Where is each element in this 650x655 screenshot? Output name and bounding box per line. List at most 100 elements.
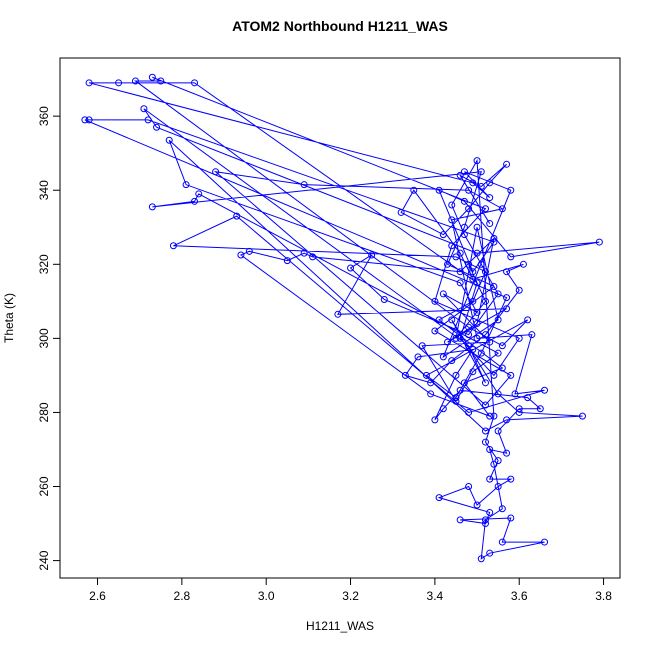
data-point: [473, 249, 481, 257]
data-point: [507, 186, 515, 194]
data-point: [195, 190, 203, 198]
data-point: [477, 183, 485, 191]
data-point: [452, 397, 460, 405]
data-point: [477, 555, 485, 563]
data-point: [465, 408, 473, 416]
data-point: [486, 179, 494, 187]
data-point: [507, 253, 515, 261]
data-point: [498, 364, 506, 372]
data-point: [300, 181, 308, 189]
data-point: [503, 294, 511, 302]
data-point: [503, 160, 511, 168]
data-point: [486, 412, 494, 420]
data-point: [469, 345, 477, 353]
y-tick-label: 340: [37, 180, 51, 200]
data-point: [498, 342, 506, 350]
data-point: [481, 331, 489, 339]
data-point: [469, 368, 477, 376]
data-point: [334, 310, 342, 318]
data-point: [439, 231, 447, 239]
data-point: [473, 157, 481, 165]
data-point: [456, 268, 464, 276]
data-point: [410, 186, 418, 194]
data-point: [460, 379, 468, 387]
data-point: [414, 353, 422, 361]
data-point: [140, 105, 148, 113]
data-point: [439, 405, 447, 413]
data-point: [486, 338, 494, 346]
data-point: [469, 297, 477, 305]
data-point: [490, 371, 498, 379]
data-point: [309, 253, 317, 261]
data-point: [460, 197, 468, 205]
data-point: [460, 168, 468, 176]
data-point: [494, 457, 502, 465]
data-point: [536, 405, 544, 413]
x-tick-label: 3.2: [342, 589, 359, 603]
data-point: [494, 483, 502, 491]
data-point: [498, 205, 506, 213]
data-point: [452, 394, 460, 402]
data-point: [115, 79, 123, 87]
data-point: [490, 412, 498, 420]
data-point: [237, 251, 245, 259]
data-point: [481, 205, 489, 213]
data-point: [148, 203, 156, 211]
data-point: [191, 79, 199, 87]
data-point: [541, 538, 549, 546]
data-point: [182, 181, 190, 189]
x-axis-label: H1211_WAS: [306, 619, 374, 633]
data-point: [456, 516, 464, 524]
data-point: [494, 290, 502, 298]
data-point: [85, 79, 93, 87]
data-point: [460, 231, 468, 239]
data-point: [283, 257, 291, 265]
data-point: [524, 316, 532, 324]
data-point: [431, 327, 439, 335]
data-point: [515, 334, 523, 342]
y-axis-label: Theta (K): [2, 293, 16, 343]
data-point: [431, 297, 439, 305]
data-point: [481, 401, 489, 409]
data-point: [448, 357, 456, 365]
data-point: [427, 379, 435, 387]
data-point: [469, 275, 477, 283]
data-point: [490, 234, 498, 242]
data-point: [477, 349, 485, 357]
data-point: [169, 242, 177, 250]
data-point: [503, 449, 511, 457]
data-point: [465, 186, 473, 194]
data-point: [473, 334, 481, 342]
y-tick-label: 240: [37, 550, 51, 570]
data-point: [494, 316, 502, 324]
data-point: [507, 371, 515, 379]
data-point: [85, 116, 93, 124]
data-point: [452, 334, 460, 342]
data-point: [490, 283, 498, 291]
data-point: [498, 505, 506, 513]
data-point: [347, 264, 355, 272]
data-point: [578, 412, 586, 420]
data-point: [519, 260, 527, 268]
data-point: [456, 386, 464, 394]
data-point: [157, 77, 165, 85]
data-point: [300, 249, 308, 257]
data-point: [460, 223, 468, 231]
data-point: [435, 316, 443, 324]
data-point: [165, 136, 173, 144]
data-point: [397, 208, 405, 216]
data-point: [490, 460, 498, 468]
data-point: [477, 168, 485, 176]
data-point: [595, 238, 603, 246]
data-point: [503, 305, 511, 313]
data-point: [448, 216, 456, 224]
data-point: [481, 268, 489, 276]
data-point: [541, 386, 549, 394]
data-point: [452, 371, 460, 379]
data-point: [503, 268, 511, 276]
data-point: [494, 427, 502, 435]
data-point: [439, 353, 447, 361]
data-point: [503, 416, 511, 424]
